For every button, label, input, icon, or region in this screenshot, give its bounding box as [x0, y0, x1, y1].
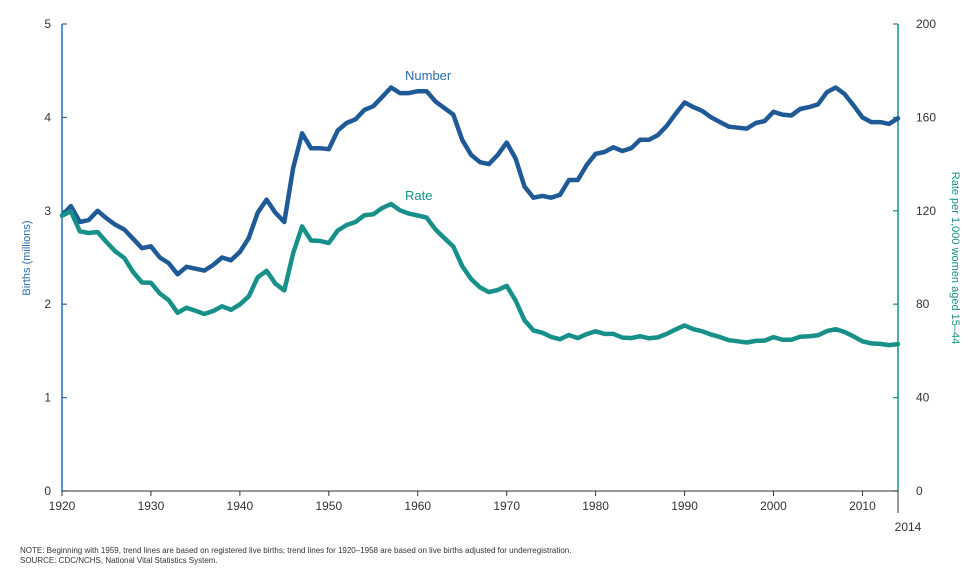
x-tick-label: 1940: [227, 499, 254, 513]
x-tick-label: 1970: [493, 499, 520, 513]
number-series-label: Number: [405, 68, 452, 83]
x-tick-label: 1980: [582, 499, 609, 513]
x-tick-label: 1990: [671, 499, 698, 513]
rate-series-label: Rate: [405, 188, 432, 203]
number-series-line: [59, 85, 901, 277]
right-axis: 0 40 80 120 160 200: [893, 17, 936, 498]
x-tick-label: 1960: [404, 499, 431, 513]
x-tick-label: 2010: [849, 499, 876, 513]
rate-series-line: [59, 201, 901, 348]
right-axis-title: Rate per 1,000 women aged 15–44: [949, 172, 961, 344]
left-tick-label: 5: [44, 17, 51, 31]
x-tick-label: 2000: [760, 499, 787, 513]
chart-note: NOTE: Beginning with 1959, trend lines a…: [20, 546, 572, 555]
right-tick-label: 40: [916, 391, 930, 405]
x-tick-label: 1920: [49, 499, 76, 513]
x-tick-label: 1950: [315, 499, 342, 513]
x-axis: 1920 1930 1940 1950 1960 1970 1980 1990 2000 2010…: [49, 490, 922, 534]
right-tick-label: 160: [916, 110, 936, 124]
left-tick-label: 0: [44, 484, 51, 498]
left-tick-label: 2: [44, 297, 51, 311]
left-tick-label: 3: [44, 204, 51, 218]
right-tick-label: 80: [916, 297, 930, 311]
left-axis: 0 1 2 3 4 5: [44, 17, 67, 498]
left-tick-label: 1: [44, 391, 51, 405]
left-axis-title: Births (millions): [21, 220, 33, 295]
right-tick-label: 200: [916, 17, 936, 31]
right-tick-label: 120: [916, 204, 936, 218]
series-layer: [59, 85, 901, 348]
x-end-label: 2014: [895, 520, 922, 534]
left-tick-label: 4: [44, 110, 51, 124]
chart-source: SOURCE: CDC/NCHS, National Vital Statist…: [20, 556, 218, 565]
x-tick-label: 1930: [138, 499, 165, 513]
right-tick-label: 0: [916, 484, 923, 498]
